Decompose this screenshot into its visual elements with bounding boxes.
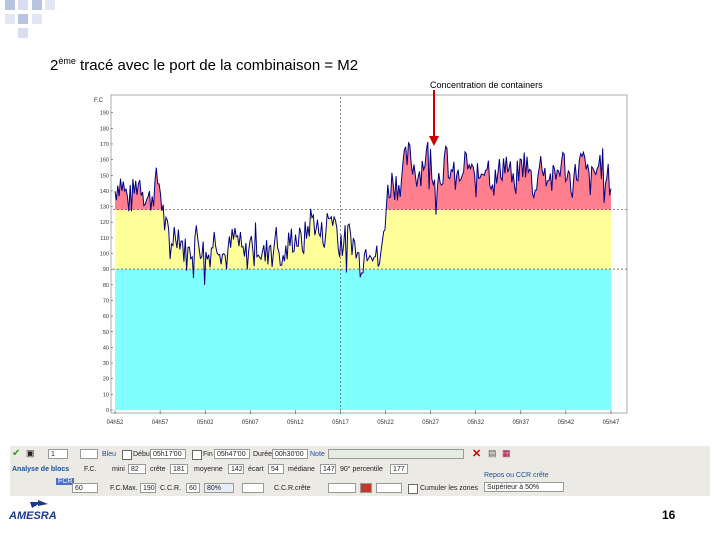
x-tick-label: 04h52 xyxy=(107,420,124,426)
annotation-label: Concentration de containers xyxy=(430,80,543,90)
analysis-section-label: Analyse de blocs xyxy=(12,466,70,473)
ccr-label: C.C.R. xyxy=(160,485,181,492)
y-tick-label: 70 xyxy=(103,298,109,304)
percentile-value: 177 xyxy=(390,464,408,474)
amesra-logo: AMESRA xyxy=(8,500,57,522)
x-tick-label: 05h32 xyxy=(467,420,484,426)
check-icon[interactable]: ✔ xyxy=(12,448,21,459)
moyenne-value: 142 xyxy=(228,464,244,474)
moyenne-label: moyenne xyxy=(194,466,223,473)
ccr-crete-label: C.C.R.crête xyxy=(274,485,311,492)
ccr-value[interactable]: 60 xyxy=(186,483,200,493)
color-label: Bleu xyxy=(102,451,117,458)
ecart-value: 54 xyxy=(268,464,284,474)
save-icon[interactable]: ▣ xyxy=(26,448,35,458)
fcr-value[interactable]: 60 xyxy=(72,483,98,493)
pct-value: 80% xyxy=(204,483,234,493)
y-tick-label: 190 xyxy=(100,111,109,117)
close-icon[interactable]: ✕ xyxy=(472,448,482,460)
mini-value: 82 xyxy=(128,464,146,474)
y-tick-label: 150 xyxy=(100,173,109,179)
debut-label: Début xyxy=(133,451,152,458)
fc-label: F.C. xyxy=(84,466,97,473)
page-number: 16 xyxy=(662,508,676,522)
svg-text:AMESRA: AMESRA xyxy=(8,510,57,522)
zone-band-0 xyxy=(115,269,611,410)
y-tick-label: 30 xyxy=(103,361,109,367)
percentile-label: 90° percentile xyxy=(340,466,383,473)
y-tick-label: 160 xyxy=(100,158,109,164)
y-tick-label: 140 xyxy=(100,189,109,195)
x-tick-label: 05h07 xyxy=(242,420,259,426)
y-tick-label: 50 xyxy=(103,330,109,336)
y-tick-label: 170 xyxy=(100,142,109,148)
y-tick-label: 0 xyxy=(106,408,109,414)
heart-rate-chart: 0 10 20 30 40 50 60 70 80 90 100 110 120 130 140 150 160… xyxy=(90,92,630,432)
crete-value: 181 xyxy=(170,464,188,474)
y-tick-label: 90 xyxy=(103,267,109,273)
x-tick-label: 05h42 xyxy=(558,420,575,426)
title-superscript: ème xyxy=(58,56,76,66)
mini-label: mini xyxy=(112,466,125,473)
superieur-select[interactable]: Supérieur à 50% xyxy=(484,482,564,492)
note-label: Note xyxy=(310,451,325,458)
ccr-field-2[interactable] xyxy=(242,483,264,493)
fcr-label: FCR xyxy=(56,478,75,485)
x-tick-label: 05h17 xyxy=(332,420,349,426)
debut-checkbox[interactable] xyxy=(122,450,132,460)
debut-field[interactable]: 05h17'00 xyxy=(150,449,186,459)
y-tick-label: 110 xyxy=(100,236,109,242)
y-tick-label: 180 xyxy=(100,126,109,132)
x-tick-label: 05h22 xyxy=(377,420,394,426)
slide-title: 2ème tracé avec le port de la combinaiso… xyxy=(50,56,358,74)
corner-decoration xyxy=(5,0,55,38)
fin-label: Fin xyxy=(203,451,213,458)
y-tick-label: 10 xyxy=(103,392,109,398)
note-field[interactable] xyxy=(328,449,464,459)
cumul-label: Cumuler les zones xyxy=(420,485,478,492)
heart-rate-line xyxy=(114,141,612,285)
y-tick-label: 20 xyxy=(103,377,109,383)
color-swatch[interactable] xyxy=(80,449,98,459)
analysis-toolbar: ✔ ▣ 1 Bleu Début 05h17'00 Fin 05h47'00 D… xyxy=(10,446,710,496)
fcmax-label: F.C.Max. xyxy=(110,485,138,492)
ccr-crete-value[interactable] xyxy=(328,483,356,493)
zone-field[interactable] xyxy=(376,483,402,493)
fin-checkbox[interactable] xyxy=(192,450,202,460)
crete-label: crête xyxy=(150,466,166,473)
zone-spinner[interactable]: 1 xyxy=(48,449,68,459)
duree-field[interactable]: 00h30'00 xyxy=(272,449,308,459)
y-axis-label: F.C xyxy=(94,98,104,104)
cumul-checkbox[interactable] xyxy=(408,484,418,494)
ecart-label: écart xyxy=(248,466,264,473)
y-tick-label: 130 xyxy=(100,205,109,211)
y-tick-label: 80 xyxy=(103,283,109,289)
x-tick-label: 05h37 xyxy=(512,420,529,426)
title-text: tracé avec le port de la combinaison = M… xyxy=(75,57,359,74)
tool-icon[interactable]: ▤ xyxy=(488,448,497,458)
mediane-value: 147 xyxy=(320,464,336,474)
x-tick-label: 05h47 xyxy=(603,420,620,426)
y-tick-label: 60 xyxy=(103,314,109,320)
fcmax-value[interactable]: 190 xyxy=(140,483,156,493)
x-tick-label: 05h12 xyxy=(287,420,304,426)
y-tick-label: 100 xyxy=(100,252,109,258)
x-tick-label: 04h57 xyxy=(152,420,169,426)
repos-title: Repos ou CCR crête xyxy=(484,472,549,479)
zone-color-swatch[interactable] xyxy=(360,483,372,493)
color-picker-icon[interactable]: ▦ xyxy=(502,448,511,458)
x-tick-label: 05h27 xyxy=(422,420,439,426)
mediane-label: médiane xyxy=(288,466,315,473)
fin-field[interactable]: 05h47'00 xyxy=(214,449,250,459)
duree-label: Durée xyxy=(253,451,273,458)
title-prefix: 2 xyxy=(50,57,59,74)
peak-arrow-icon xyxy=(429,90,439,146)
y-tick-label: 120 xyxy=(100,220,109,226)
y-tick-label: 40 xyxy=(103,345,109,351)
x-tick-label: 05h02 xyxy=(197,420,214,426)
